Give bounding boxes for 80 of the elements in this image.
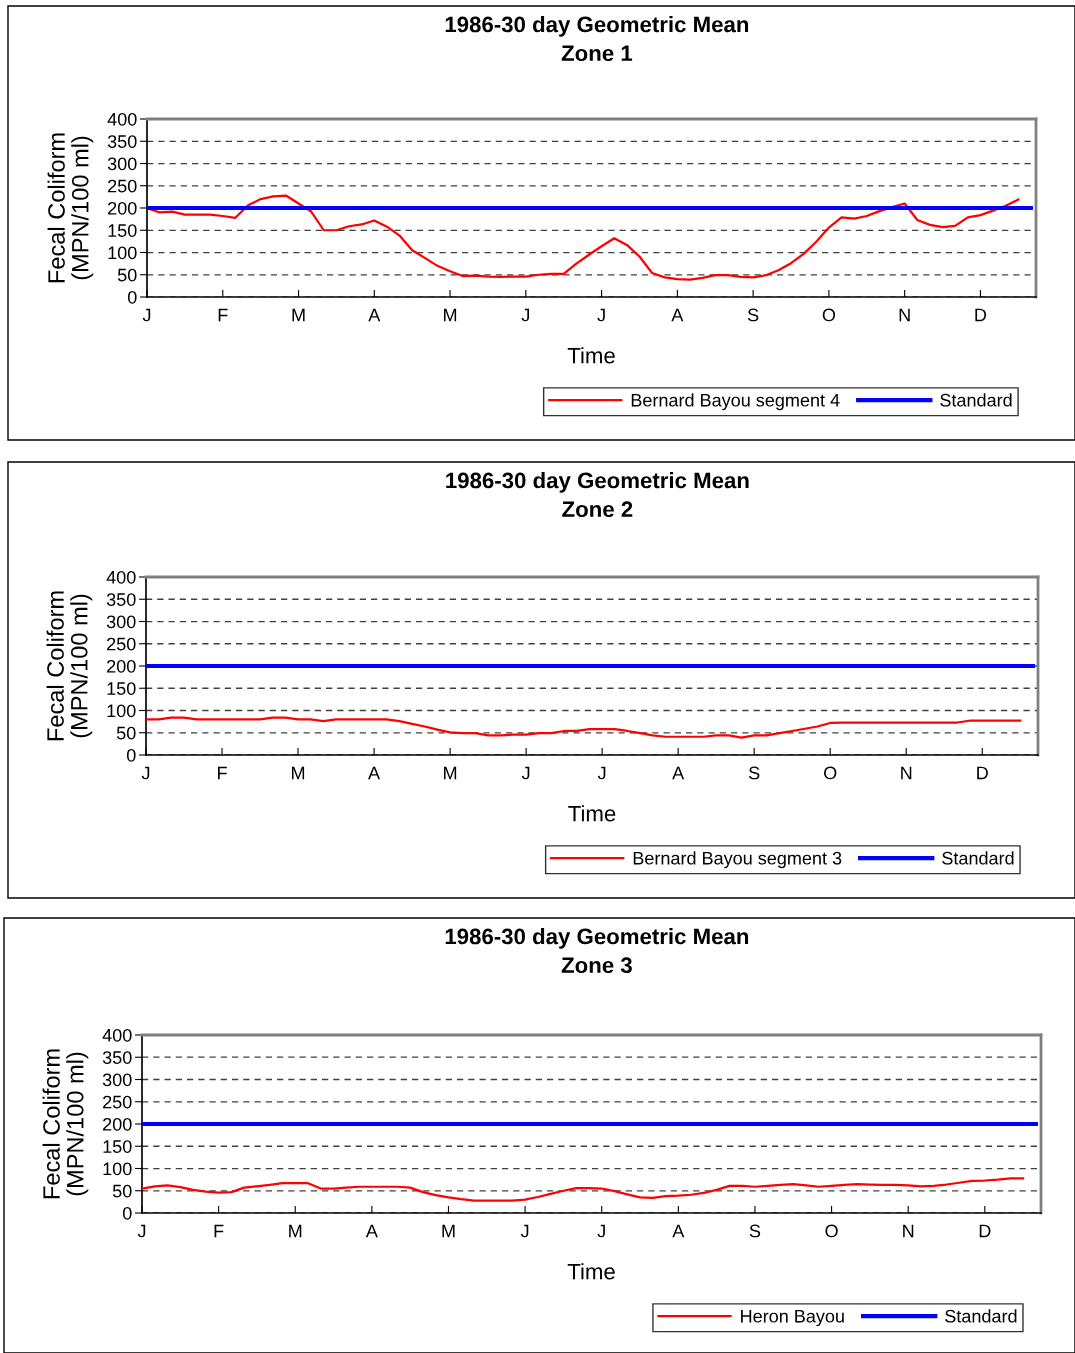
y-axis-title: Fecal Coliform (MPN/100 ml) bbox=[42, 1049, 89, 1199]
x-tick-label: F bbox=[218, 308, 228, 322]
x-tick-label: J bbox=[597, 766, 606, 780]
chart-title: 1986-30 day Geometric Mean Zone 1 bbox=[445, 16, 749, 62]
y-tick-label: 50 bbox=[116, 726, 136, 740]
y-tick-label: 300 bbox=[102, 1073, 132, 1087]
y-tick-label: 250 bbox=[107, 637, 136, 651]
x-tick-label: O bbox=[824, 766, 837, 780]
y-tick-label: 300 bbox=[107, 157, 137, 171]
x-tick-label: O bbox=[822, 308, 836, 322]
x-tick-label: M bbox=[444, 766, 457, 780]
chart-title: 1986-30 day Geometric Mean Zone 3 bbox=[445, 928, 749, 974]
legend-label: Standard bbox=[945, 1309, 1017, 1323]
x-tick-label: A bbox=[368, 308, 381, 322]
chart-title: 1986-30 day Geometric Mean Zone 2 bbox=[446, 472, 749, 518]
x-tick-label: J bbox=[142, 308, 151, 322]
y-tick-label: 0 bbox=[122, 1206, 132, 1220]
y-tick-label: 350 bbox=[106, 593, 136, 606]
y-tick-label: 350 bbox=[102, 1051, 132, 1064]
x-tick-label: D bbox=[977, 766, 988, 780]
y-tick-label: 250 bbox=[108, 179, 137, 193]
y-tick-label: 400 bbox=[102, 1028, 132, 1042]
x-tick-label: J bbox=[521, 308, 530, 322]
line-series bbox=[142, 1177, 1025, 1202]
x-axis-title: Time bbox=[567, 347, 615, 364]
x-tick-label: F bbox=[217, 766, 227, 780]
y-tick-label: 100 bbox=[103, 1162, 132, 1176]
legend-label: Bernard Bayou segment 4 bbox=[631, 393, 840, 411]
x-tick-label: J bbox=[137, 1224, 146, 1238]
legend-label: Bernard Bayou segment 3 bbox=[633, 851, 842, 869]
x-tick-label: S bbox=[748, 766, 760, 780]
x-tick-label: N bbox=[899, 308, 910, 322]
y-tick-label: 200 bbox=[107, 659, 136, 673]
x-axis-title: Time bbox=[568, 805, 616, 822]
x-tick-label: S bbox=[747, 308, 759, 322]
x-tick-label: M bbox=[292, 766, 305, 780]
y-tick-label: 100 bbox=[107, 704, 136, 718]
x-tick-label: N bbox=[901, 766, 912, 780]
y-tick-label: 0 bbox=[127, 290, 137, 304]
y-tick-label: 150 bbox=[103, 1140, 132, 1153]
x-tick-label: J bbox=[597, 1224, 605, 1238]
y-tick-label: 50 bbox=[112, 1184, 132, 1198]
x-tick-label: J bbox=[521, 766, 530, 780]
legend-label: Standard bbox=[940, 393, 1012, 407]
y-tick-label: 400 bbox=[107, 112, 137, 126]
x-tick-label: M bbox=[444, 308, 457, 322]
legend-label: Standard bbox=[942, 851, 1014, 865]
x-tick-label: A bbox=[672, 766, 685, 780]
y-tick-label: 50 bbox=[117, 268, 137, 282]
y-tick-label: 150 bbox=[107, 682, 136, 695]
y-tick-label: 0 bbox=[126, 748, 136, 762]
x-tick-label: N bbox=[903, 1224, 914, 1238]
x-tick-label: M bbox=[289, 1224, 302, 1238]
x-tick-label: A bbox=[365, 1224, 378, 1238]
y-tick-label: 200 bbox=[103, 1117, 132, 1131]
y-tick-label: 300 bbox=[106, 615, 136, 629]
y-axis-title: Fecal Coliform (MPN/100 ml) bbox=[47, 133, 94, 283]
line-series bbox=[146, 716, 1022, 739]
y-axis-title: Fecal Coliform (MPN/100 ml) bbox=[46, 591, 93, 741]
x-tick-label: D bbox=[975, 308, 987, 322]
x-tick-label: J bbox=[141, 766, 150, 780]
x-tick-label: S bbox=[749, 1224, 761, 1238]
y-tick-label: 100 bbox=[108, 246, 137, 260]
x-tick-label: A bbox=[671, 308, 684, 322]
legend-label: Heron Bayou bbox=[741, 1309, 844, 1327]
x-tick-label: O bbox=[825, 1224, 838, 1238]
x-tick-label: J bbox=[520, 1224, 529, 1238]
x-tick-label: A bbox=[368, 766, 381, 780]
x-tick-label: A bbox=[672, 1224, 685, 1238]
x-tick-label: F bbox=[214, 1224, 224, 1238]
y-tick-label: 250 bbox=[103, 1095, 132, 1109]
x-tick-label: M bbox=[292, 308, 305, 322]
x-tick-label: M bbox=[442, 1224, 455, 1238]
y-tick-label: 400 bbox=[106, 570, 136, 584]
y-tick-label: 200 bbox=[108, 201, 137, 215]
y-tick-label: 350 bbox=[107, 135, 137, 148]
x-axis-title: Time bbox=[567, 1263, 615, 1280]
x-tick-label: J bbox=[597, 308, 605, 322]
y-tick-label: 150 bbox=[108, 224, 137, 237]
x-tick-label: D bbox=[979, 1224, 991, 1238]
